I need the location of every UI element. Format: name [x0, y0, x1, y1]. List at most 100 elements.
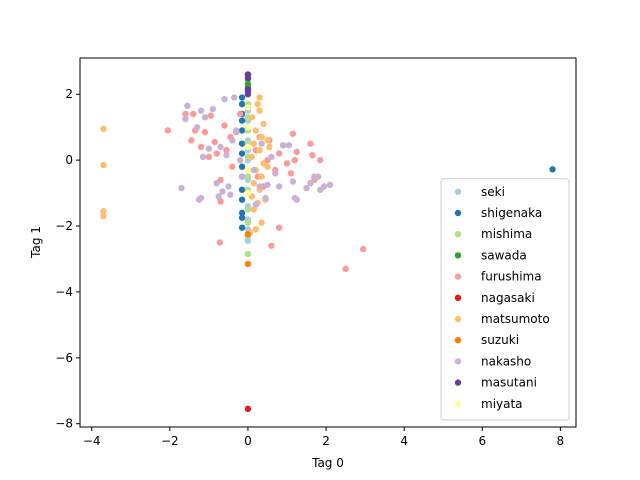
legend-label: miyata: [481, 397, 523, 411]
data-point: [229, 137, 236, 144]
data-point: [293, 196, 300, 203]
legend-label: furushima: [481, 270, 542, 284]
data-point: [252, 127, 259, 134]
data-point: [197, 194, 205, 202]
data-point: [238, 186, 246, 193]
data-point: [244, 237, 252, 245]
legend-label: seki: [481, 185, 505, 199]
data-point: [217, 143, 224, 151]
data-point: [178, 184, 185, 192]
data-point: [223, 147, 230, 154]
data-point: [209, 105, 216, 113]
data-point: [258, 173, 265, 180]
series-miyata: [244, 104, 252, 197]
data-point: [100, 161, 107, 169]
data-point: [256, 183, 263, 190]
data-point: [254, 100, 261, 108]
series-shigenaka: [238, 94, 556, 231]
legend-label: sawada: [481, 248, 527, 262]
y-axis-ticks: −8 −6 −4 −2 0 2: [55, 87, 80, 431]
x-tick-label: −4: [83, 434, 101, 448]
data-point: [285, 142, 293, 149]
legend-label: masutani: [481, 376, 537, 390]
data-point: [164, 127, 172, 134]
data-point: [260, 120, 267, 128]
data-point: [238, 117, 246, 124]
data-point: [275, 150, 283, 157]
series-nakasho: [178, 94, 334, 208]
data-point: [248, 114, 256, 121]
legend-label: mishima: [481, 227, 532, 241]
data-point: [238, 163, 246, 170]
y-tick-label: −8: [55, 417, 73, 431]
y-tick-label: −4: [55, 285, 73, 299]
data-point: [238, 100, 246, 108]
y-tick-label: −6: [55, 351, 73, 365]
series-matsumoto: [100, 94, 273, 236]
x-tick-label: 2: [322, 434, 330, 448]
data-point: [266, 143, 273, 151]
data-point: [244, 219, 252, 226]
data-point: [315, 173, 322, 180]
data-point: [238, 173, 246, 180]
data-point: [244, 405, 252, 413]
data-point: [549, 166, 556, 173]
legend-marker: [454, 252, 462, 259]
data-point: [100, 208, 107, 215]
legend-label: nagasaki: [481, 291, 535, 305]
legend-marker: [454, 188, 462, 195]
data-point: [244, 143, 252, 151]
data-point: [309, 151, 316, 159]
data-point: [244, 231, 252, 238]
data-point: [184, 102, 191, 109]
data-point: [231, 94, 238, 101]
data-point: [238, 140, 246, 147]
data-point: [199, 153, 207, 161]
data-point: [238, 214, 246, 221]
data-point: [303, 184, 310, 192]
data-point: [268, 153, 275, 161]
legend-label: matsumoto: [481, 312, 550, 326]
data-point: [256, 94, 263, 101]
data-point: [207, 112, 215, 119]
data-point: [223, 151, 230, 159]
data-point: [188, 137, 195, 144]
legend-label: suzuki: [481, 333, 519, 347]
data-point: [244, 104, 252, 111]
data-point: [256, 147, 263, 154]
data-point: [307, 140, 314, 147]
data-point: [238, 209, 246, 217]
data-point: [201, 128, 209, 136]
data-point: [262, 194, 269, 202]
data-point: [291, 156, 299, 164]
data-point: [190, 110, 197, 118]
data-point: [287, 170, 295, 177]
data-point: [283, 160, 291, 167]
data-point: [238, 127, 246, 134]
data-point: [258, 140, 265, 147]
x-tick-label: 6: [478, 434, 486, 448]
series-masutani: [244, 71, 252, 98]
data-point: [250, 179, 257, 187]
data-point: [244, 166, 252, 174]
data-point: [289, 178, 297, 185]
series-nagasaki: [244, 405, 252, 413]
data-point: [258, 219, 265, 226]
data-point: [238, 94, 246, 101]
data-point: [221, 122, 228, 129]
legend-marker: [454, 379, 462, 386]
data-point: [100, 125, 107, 133]
points-layer: [100, 71, 556, 413]
data-point: [258, 133, 265, 141]
legend-marker: [454, 209, 462, 217]
data-point: [213, 150, 220, 157]
data-point: [307, 179, 314, 187]
x-tick-label: −2: [161, 434, 179, 448]
data-point: [244, 189, 252, 197]
legend-marker: [454, 231, 462, 238]
data-point: [233, 127, 240, 134]
data-point: [289, 130, 297, 137]
data-point: [100, 212, 107, 220]
data-point: [264, 163, 271, 170]
